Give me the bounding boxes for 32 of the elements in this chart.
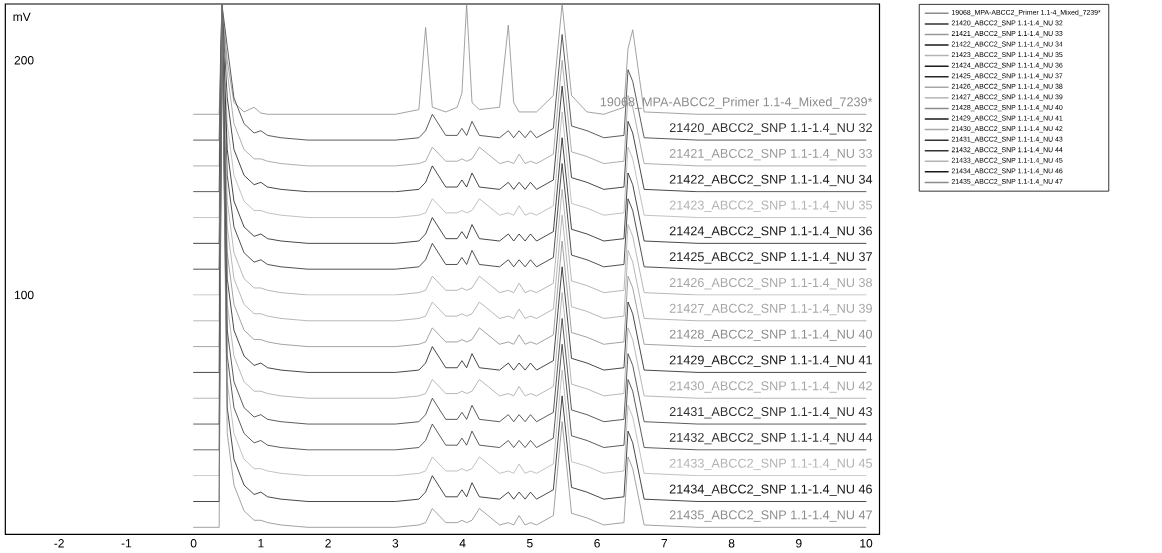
x-tick-label: 6 xyxy=(594,539,600,548)
text: 21423_ABCC2_SNP 1.1-1.4_NU 35 xyxy=(669,200,873,212)
text: 21432_ABCC2_SNP 1.1-1.4_NU 44 xyxy=(669,432,873,445)
text: 21431_ABCC2_SNP 1.1-1.4_NU 43 xyxy=(669,407,872,419)
text: 21422_ABCC2_SNP 1.1-1.4_NU 34 xyxy=(669,174,873,187)
text: 21435_ABCC2_SNP 1.1-1.4_NU 47 xyxy=(669,510,872,522)
x-tick-label: 5 xyxy=(526,539,533,548)
x-tick-label: -1 xyxy=(121,539,132,548)
x-tick-label: 7 xyxy=(661,539,668,548)
text: 21420_ABCC2_SNP 1.1-1.4_NU 32 xyxy=(669,123,872,135)
text: 21433_ABCC2_SNP 1.1-1.4_NU 45 xyxy=(669,458,873,471)
x-tick-label: 0 xyxy=(190,539,197,548)
x-tick-label: -2 xyxy=(54,539,64,548)
x-tick-label: 10 xyxy=(860,539,873,548)
text: 21424_ABCC2_SNP 1.1-1.4_NU 36 xyxy=(669,226,872,238)
x-tick-label: 3 xyxy=(392,539,399,548)
x-tick-label: 1 xyxy=(258,539,264,548)
y-axis-title: mV xyxy=(13,12,31,21)
text: 21427_ABCC2_SNP 1.1-1.4_NU 39 xyxy=(669,303,872,316)
text: 21421_ABCC2_SNP 1.1-1.4_NU 33 xyxy=(669,148,872,161)
x-tick-label: 2 xyxy=(325,539,331,548)
text: 21425_ABCC2_SNP 1.1-1.4_NU 37 xyxy=(669,252,872,264)
x-tick-label: 4 xyxy=(459,539,466,548)
text: 21428_ABCC2_SNP 1.1-1.4_NU 40 xyxy=(669,329,873,342)
y-tick-label: 100 xyxy=(14,290,34,300)
text: 21426_ABCC2_SNP 1.1-1.4_NU 38 xyxy=(669,278,872,290)
text: 21434_ABCC2_SNP 1.1-1.4_NU 46 xyxy=(669,484,872,496)
x-tick-label: 9 xyxy=(796,539,802,548)
x-tick-label: 8 xyxy=(728,539,735,548)
text: 21429_ABCC2_SNP 1.1-1.4_NU 41 xyxy=(669,355,872,367)
text: 21430_ABCC2_SNP 1.1-1.4_NU 42 xyxy=(669,381,872,393)
y-tick-label: 200 xyxy=(14,56,34,65)
